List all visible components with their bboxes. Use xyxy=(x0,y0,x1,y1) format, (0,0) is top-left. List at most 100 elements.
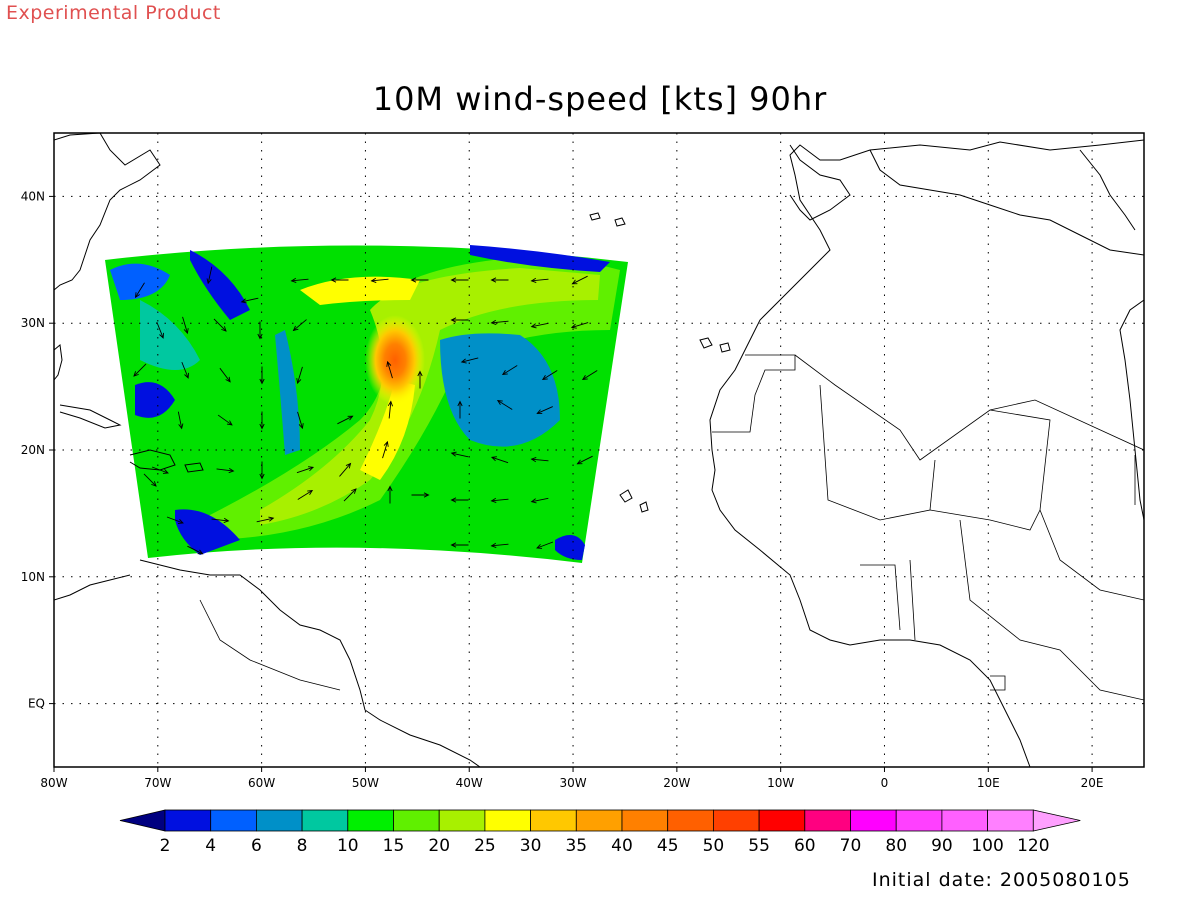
wind-field xyxy=(105,245,628,563)
colorbar-swatch xyxy=(164,809,212,832)
colorbar-label: 60 xyxy=(794,836,816,856)
lat-tick-label: 20N xyxy=(21,443,45,457)
wind-arrow xyxy=(256,516,275,523)
coastlines xyxy=(54,133,1144,767)
wind-arrow xyxy=(581,370,598,381)
wind-band-25 xyxy=(300,276,420,305)
wind-arrow xyxy=(337,415,354,425)
lon-tick-label: 10W xyxy=(767,776,794,790)
wind-arrow xyxy=(297,411,304,430)
wind-arrow xyxy=(177,411,184,430)
colorbar-label: 40 xyxy=(611,836,633,856)
colorbar: 2 4 6 8 10 15 20 25 30 35 40 45 50 55 60 70 80 90 100 120 xyxy=(119,809,1081,856)
colorbar-swatch xyxy=(530,809,577,832)
wind-arrow xyxy=(410,277,429,283)
wind-arrow xyxy=(156,321,164,339)
colorbar-label: 100 xyxy=(971,836,1003,856)
wind-arrow xyxy=(501,365,518,376)
lon-tick-label: 20E xyxy=(1081,776,1104,790)
colorbar-label: 8 xyxy=(297,836,308,856)
wind-vectors xyxy=(133,266,598,555)
coast-azores xyxy=(589,212,626,227)
graticule xyxy=(54,133,1144,767)
wind-arrow xyxy=(541,370,558,381)
colorbar-swatch xyxy=(713,809,760,832)
wind-arrow xyxy=(290,277,309,283)
coast-cape-verde xyxy=(619,489,649,513)
wind-arrow xyxy=(490,319,509,325)
wind-arrow xyxy=(182,316,189,335)
coast-mediterranean xyxy=(869,149,1144,256)
calm-band-1 xyxy=(440,333,560,447)
colorbar-label: 10 xyxy=(337,836,359,856)
colorbar-swatch xyxy=(850,809,897,832)
wind-arrow xyxy=(450,277,469,283)
calm-spot-5 xyxy=(470,245,610,272)
wind-arrow xyxy=(259,461,265,480)
lon-tick-label: 30W xyxy=(559,776,586,790)
wind-arrow xyxy=(490,542,509,548)
wind-arrow xyxy=(450,542,469,548)
wind-arrow xyxy=(297,489,314,500)
lat-tick-label: 40N xyxy=(21,189,45,203)
colorbar-label: 25 xyxy=(474,836,496,856)
colorbar-swatch xyxy=(393,809,440,832)
coast-hispaniola xyxy=(129,449,176,471)
coast-florida xyxy=(54,344,63,381)
colorbar-label: 4 xyxy=(205,836,216,856)
wind-arrow xyxy=(530,457,549,463)
wind-arrow xyxy=(450,497,469,503)
calm-spot-2 xyxy=(190,250,250,320)
wind-arrow xyxy=(570,322,589,329)
wind-arrow xyxy=(296,466,315,474)
latitude-ticks: EQ 10N 20N 30N 40N xyxy=(21,189,54,711)
wind-arrow xyxy=(257,321,263,340)
colorbar-swatch xyxy=(347,809,394,832)
wind-arrow xyxy=(530,497,549,504)
lon-tick-label: 20W xyxy=(663,776,690,790)
wind-band-20 xyxy=(260,268,600,525)
wind-arrow xyxy=(576,455,593,465)
initial-date: Initial date: 2005080105 xyxy=(872,869,1131,891)
wind-arrow xyxy=(460,357,479,364)
wind-band-25b xyxy=(360,380,415,480)
colorbar-swatch xyxy=(895,809,943,832)
colorbar-label: 120 xyxy=(1017,836,1049,856)
colorbar-label: 6 xyxy=(251,836,262,856)
storm-core xyxy=(365,315,425,405)
wind-arrow xyxy=(417,370,423,389)
wind-arrow xyxy=(490,497,509,503)
wind-arrow xyxy=(339,462,352,477)
lat-tick-label: 10N xyxy=(21,570,45,584)
colorbar-swatch xyxy=(621,809,669,832)
wind-arrow xyxy=(387,400,393,419)
colorbar-swatch xyxy=(210,809,257,832)
wind-arrow xyxy=(411,492,430,498)
colorbar-swatch xyxy=(575,809,623,832)
wind-arrow xyxy=(292,319,307,332)
wind-arrow xyxy=(370,277,389,283)
wind-arrow xyxy=(530,277,549,283)
wind-arrow xyxy=(133,363,147,377)
colorbar-label: 35 xyxy=(565,836,587,856)
colorbar-label: 15 xyxy=(383,836,405,856)
wind-arrow xyxy=(450,317,469,323)
colorbar-label: 55 xyxy=(748,836,770,856)
wind-arrow xyxy=(181,361,189,379)
colorbar-swatch xyxy=(255,809,303,832)
colorbar-label: 2 xyxy=(160,836,171,856)
wind-arrow xyxy=(143,473,157,487)
lat-tick-label: EQ xyxy=(28,697,45,711)
colorbar-swatch xyxy=(941,809,989,832)
wind-arrow xyxy=(457,400,463,419)
wind-arrow xyxy=(387,485,393,504)
calm-band-3 xyxy=(140,300,200,370)
colorbar-label: 50 xyxy=(703,836,725,856)
wind-arrow xyxy=(240,297,259,304)
longitude-ticks: 80W 70W 60W 50W 40W 30W 20W 10W 0 10E 20E xyxy=(40,767,1104,790)
coast-south-america xyxy=(139,559,481,767)
wind-arrow xyxy=(219,367,231,383)
colorbar-low-arrow xyxy=(119,809,166,832)
map-title: 10M wind-speed [kts] 90hr xyxy=(372,80,828,118)
wind-arrow xyxy=(134,282,145,299)
